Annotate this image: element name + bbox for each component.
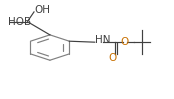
Text: O: O [120, 37, 128, 47]
Text: HO: HO [9, 17, 25, 27]
Text: O: O [108, 53, 116, 63]
Text: B: B [24, 17, 31, 27]
Text: HN: HN [95, 35, 110, 45]
Text: OH: OH [34, 5, 50, 15]
